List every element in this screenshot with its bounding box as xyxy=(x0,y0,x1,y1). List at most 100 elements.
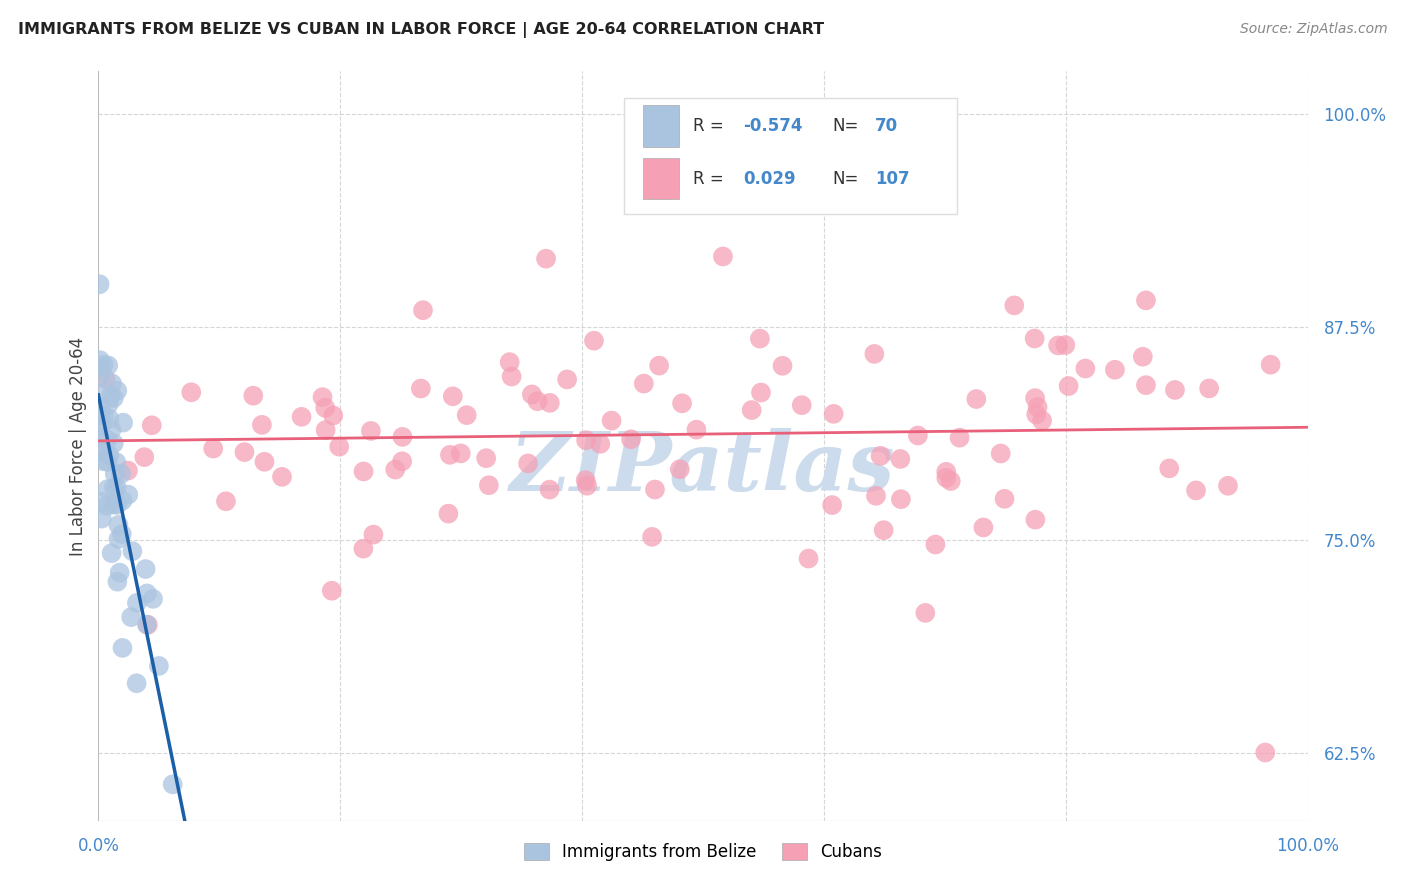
Point xyxy=(107,574,129,589)
Point xyxy=(1002,298,1025,312)
Point xyxy=(914,606,936,620)
Point xyxy=(555,372,578,386)
Point xyxy=(1025,408,1047,422)
Point xyxy=(112,416,135,430)
Point xyxy=(89,409,111,423)
Point xyxy=(120,610,142,624)
Point xyxy=(215,494,238,508)
Point xyxy=(328,440,350,454)
Point xyxy=(1260,358,1282,372)
Point xyxy=(890,492,912,507)
Point xyxy=(90,511,112,525)
Point xyxy=(456,408,478,422)
Point xyxy=(141,418,163,433)
Point xyxy=(1074,361,1097,376)
Point xyxy=(935,471,957,485)
Point xyxy=(108,566,131,580)
Point xyxy=(97,482,120,496)
Point xyxy=(1159,461,1181,475)
Point xyxy=(1031,413,1053,427)
Point xyxy=(439,448,461,462)
Point xyxy=(322,409,344,423)
Legend: Immigrants from Belize, Cubans: Immigrants from Belize, Cubans xyxy=(524,843,882,861)
Point xyxy=(103,481,125,495)
Point xyxy=(93,445,115,459)
Bar xyxy=(643,105,679,146)
Point xyxy=(117,488,139,502)
Point xyxy=(600,414,623,428)
Point xyxy=(741,403,763,417)
Point xyxy=(391,454,413,468)
Point xyxy=(90,402,112,417)
Point xyxy=(202,442,225,456)
Point xyxy=(90,418,112,433)
Point xyxy=(142,591,165,606)
Point xyxy=(135,617,157,632)
Point xyxy=(105,498,128,512)
Point xyxy=(575,473,598,487)
Point xyxy=(250,417,273,432)
Point xyxy=(520,387,543,401)
Point xyxy=(478,478,501,492)
Point xyxy=(148,659,170,673)
Point xyxy=(311,390,333,404)
Point xyxy=(475,451,498,466)
Point xyxy=(935,465,957,479)
Point xyxy=(644,483,666,497)
Point xyxy=(242,389,264,403)
Point xyxy=(135,562,157,576)
Point xyxy=(89,277,111,292)
Point xyxy=(797,551,820,566)
Point xyxy=(98,412,121,426)
Point xyxy=(538,396,561,410)
Point xyxy=(180,385,202,400)
Point xyxy=(89,387,111,401)
Point xyxy=(990,446,1012,460)
Point xyxy=(162,777,184,791)
Point xyxy=(91,454,114,468)
Point xyxy=(1024,331,1046,345)
Point xyxy=(534,252,557,266)
Point xyxy=(89,369,111,384)
Point xyxy=(965,392,987,406)
Point xyxy=(538,483,561,497)
Point xyxy=(103,436,125,450)
Point xyxy=(136,617,159,632)
Point xyxy=(89,353,111,368)
Point xyxy=(526,394,548,409)
Point xyxy=(391,430,413,444)
Point xyxy=(363,527,385,541)
Point xyxy=(100,546,122,560)
Point xyxy=(134,450,156,464)
Point xyxy=(90,360,112,375)
Point xyxy=(314,401,336,415)
Point xyxy=(1135,293,1157,308)
Point xyxy=(110,467,132,481)
Point xyxy=(117,464,139,478)
Point xyxy=(271,470,294,484)
Point xyxy=(384,462,406,476)
Point xyxy=(501,369,523,384)
Point xyxy=(949,431,972,445)
Point xyxy=(582,334,605,348)
Point xyxy=(441,389,464,403)
Point xyxy=(97,398,120,412)
Text: 70: 70 xyxy=(875,117,898,135)
Text: IMMIGRANTS FROM BELIZE VS CUBAN IN LABOR FORCE | AGE 20-64 CORRELATION CHART: IMMIGRANTS FROM BELIZE VS CUBAN IN LABOR… xyxy=(18,22,824,38)
Point xyxy=(1026,400,1049,414)
Point xyxy=(641,530,664,544)
Point xyxy=(821,498,844,512)
Point xyxy=(103,498,125,512)
Point xyxy=(360,424,382,438)
Point xyxy=(105,455,128,469)
Point xyxy=(101,376,124,391)
Point xyxy=(1104,362,1126,376)
Point xyxy=(589,437,612,451)
Text: N=: N= xyxy=(832,169,859,187)
Point xyxy=(111,640,134,655)
Point xyxy=(633,376,655,391)
Point xyxy=(1024,391,1046,405)
Text: Source: ZipAtlas.com: Source: ZipAtlas.com xyxy=(1240,22,1388,37)
Point xyxy=(233,445,256,459)
Point xyxy=(924,537,946,551)
